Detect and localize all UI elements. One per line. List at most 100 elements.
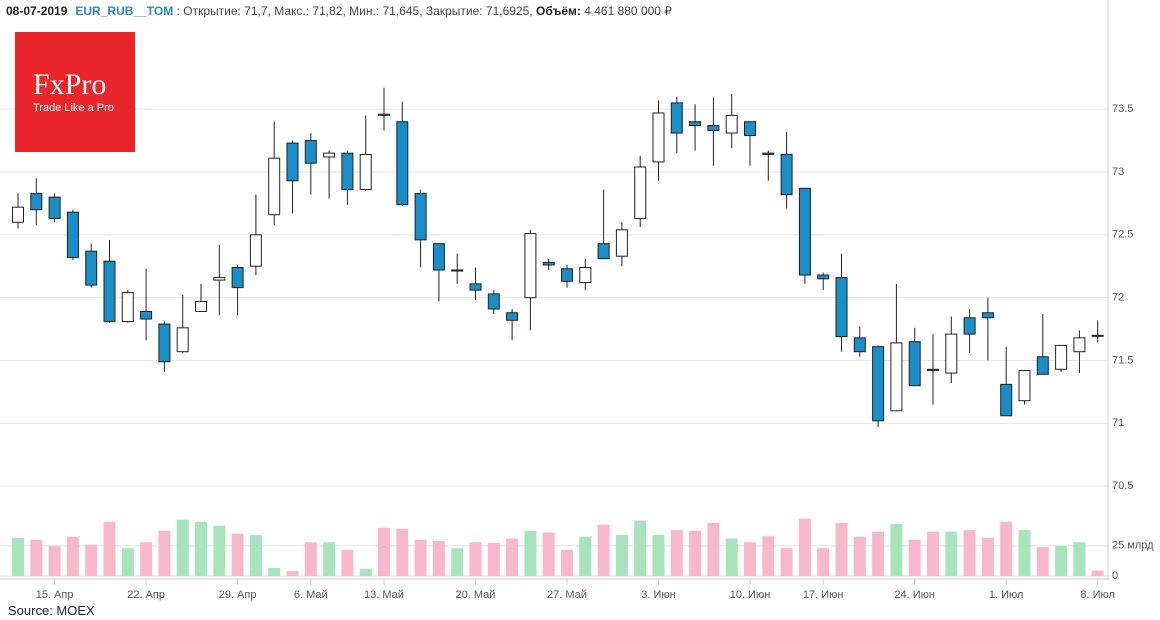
candle-body — [707, 125, 720, 132]
candle-body — [1036, 356, 1049, 375]
volume-bar — [378, 527, 390, 576]
candle-body — [414, 192, 427, 241]
candle-body — [396, 121, 409, 206]
candle-body — [835, 277, 848, 338]
candle-body — [597, 243, 610, 260]
x-tick-label: 27. Май — [547, 589, 587, 601]
volume-bar — [12, 537, 24, 576]
x-tick-label: 29. Апр — [219, 589, 257, 601]
candle-body — [890, 342, 903, 412]
candle-body — [634, 166, 647, 219]
volume-bar — [890, 524, 903, 576]
stat-label: Открытие: — [183, 4, 241, 18]
candle-body — [249, 234, 262, 267]
candle-body — [103, 260, 116, 323]
stat: Макс.: 71,82, — [274, 4, 346, 18]
volume-bar — [432, 540, 445, 576]
candle-body — [780, 153, 793, 196]
stat-label: Закрытие: — [425, 4, 483, 18]
stat-value: 4 461 880 000 ₽ — [584, 4, 672, 18]
volume-bar — [66, 536, 79, 576]
candle-body — [121, 292, 134, 323]
candle-body — [945, 333, 958, 374]
volume-bar — [981, 537, 994, 576]
volume-bar — [963, 530, 976, 576]
candle-body — [378, 113, 390, 116]
volume-bar — [634, 520, 647, 576]
volume-bar — [1000, 521, 1013, 576]
volume-bar — [872, 531, 885, 576]
x-tick-label: 6. Май — [294, 589, 328, 601]
candle-body — [158, 323, 171, 363]
volume-bar — [121, 548, 134, 576]
candle-body — [30, 192, 43, 211]
volume-bar — [798, 518, 811, 576]
candle-body — [341, 152, 354, 191]
candle-body — [1073, 337, 1086, 353]
candle-body — [798, 187, 811, 276]
candle-body — [524, 233, 537, 299]
stat-value: 71,6925 — [485, 4, 530, 18]
candle-body — [817, 274, 830, 280]
symbol[interactable]: EUR_RUB__TOM — [75, 4, 174, 18]
candle-body — [1091, 334, 1104, 337]
volume-bar — [908, 539, 921, 576]
volume-bar — [615, 534, 628, 576]
x-tick-label: 22. Апр — [127, 589, 165, 601]
volume-bar — [396, 528, 409, 576]
candle-body — [66, 211, 79, 258]
volume-bar — [323, 542, 336, 576]
volume-bar — [195, 521, 207, 576]
stat-label: Объём: — [535, 4, 581, 18]
y-tick-label: 70.5 — [1112, 480, 1133, 492]
x-tick-label: 1. Июл — [989, 589, 1024, 601]
volume-bar — [1091, 570, 1104, 576]
source: Source: MOEX — [8, 603, 95, 618]
candle-body — [872, 346, 885, 422]
candle-body — [670, 102, 683, 134]
candle-body — [359, 153, 372, 191]
volume-bar — [579, 536, 592, 576]
candle-body — [927, 368, 939, 372]
volume-bar — [945, 531, 958, 576]
header: 08-07-2019 EUR_RUB__TOM : Открытие: 71,7,… — [6, 4, 672, 18]
candle-body — [140, 310, 153, 320]
y-tick-label: 73.5 — [1112, 103, 1133, 115]
candle-body — [231, 267, 244, 289]
volume-bar — [268, 567, 281, 576]
candle-body — [689, 121, 702, 127]
candle-body — [451, 269, 464, 272]
candle-body — [506, 312, 519, 321]
candle-body — [176, 327, 189, 353]
candle-body — [469, 283, 482, 291]
stat-label: Макс.: — [274, 4, 310, 18]
y-tick-label: 71 — [1112, 417, 1124, 429]
candle-body — [12, 206, 24, 223]
stat: Объём: 4 461 880 000 ₽ — [533, 4, 672, 18]
candle-body — [432, 243, 445, 271]
stat: Мин.: 71,645, — [349, 4, 423, 18]
candle-body — [1055, 344, 1068, 370]
volume-bar — [1055, 545, 1068, 576]
candle-body — [48, 196, 61, 219]
candle-body — [561, 268, 573, 282]
volume-bar — [158, 530, 171, 576]
candle-body — [615, 229, 628, 257]
y-tick-label: 73 — [1112, 166, 1124, 178]
volume-bar — [487, 542, 500, 576]
candle-body — [981, 312, 994, 319]
volume-bar — [286, 571, 299, 576]
volume-bar — [1036, 547, 1049, 576]
volume-bar — [30, 539, 43, 576]
stat-value: 71,82 — [312, 4, 343, 18]
volume-bar — [506, 538, 519, 576]
candle-body — [213, 277, 226, 281]
volume-bar — [561, 549, 573, 576]
volume-bar — [451, 548, 464, 576]
x-tick-label: 17. Июн — [803, 589, 844, 601]
candle-body — [963, 317, 976, 335]
volume-bar — [652, 534, 665, 576]
candle-body — [268, 157, 281, 216]
y-tick-label: 72 — [1112, 292, 1124, 304]
